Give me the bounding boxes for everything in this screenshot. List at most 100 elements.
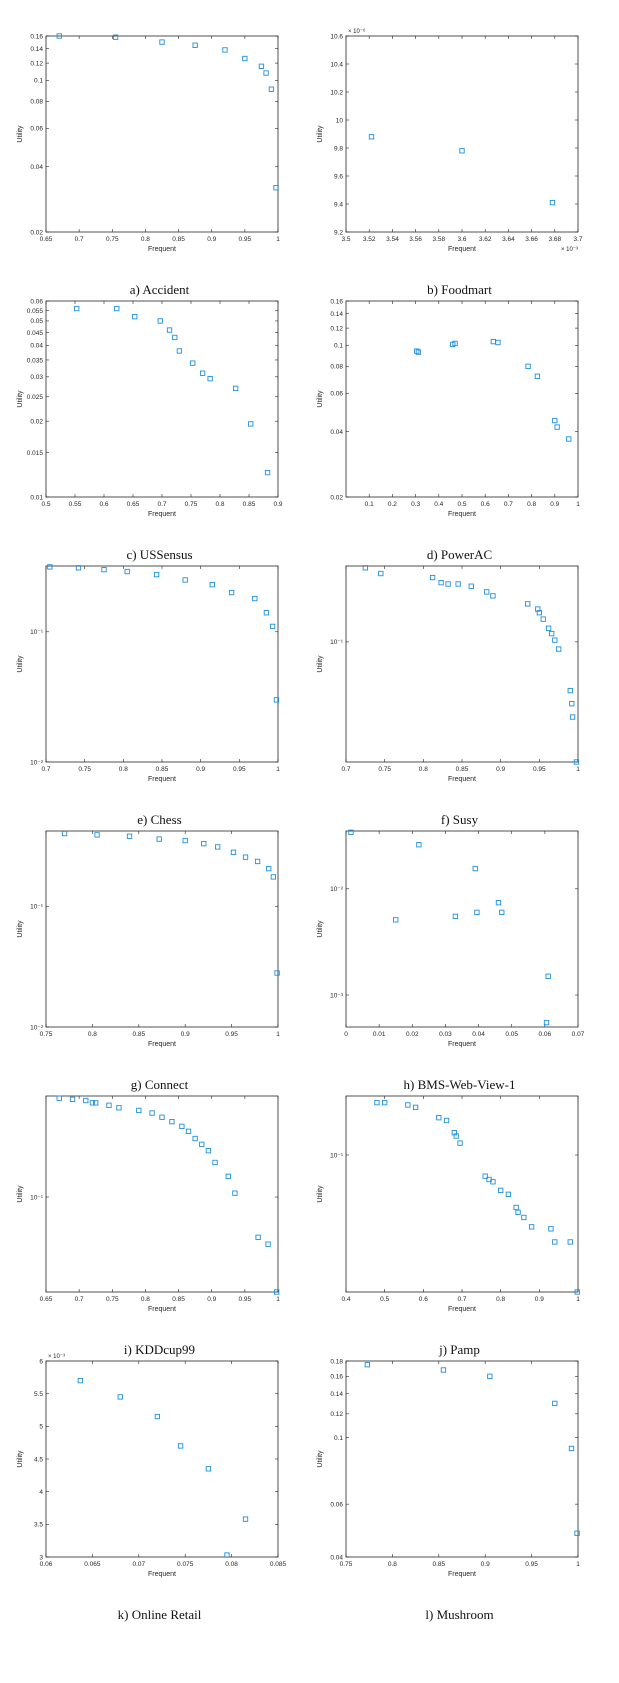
x-axis-label: Frequent xyxy=(148,1041,176,1048)
data-point xyxy=(443,1117,450,1124)
data-point xyxy=(228,589,235,596)
data-point xyxy=(536,610,542,616)
y-tick-label: 0.05 xyxy=(30,318,43,325)
y-tick-label: 10.6 xyxy=(330,33,343,40)
data-point xyxy=(482,1173,488,1179)
data-point xyxy=(499,909,505,916)
data-point xyxy=(545,973,551,979)
y-tick-label: 0.04 xyxy=(330,429,343,436)
data-point xyxy=(452,913,459,920)
data-point xyxy=(75,565,82,571)
data-point xyxy=(154,1413,161,1420)
plot-frame xyxy=(45,565,279,763)
x-tick-label: 0.65 xyxy=(40,236,53,243)
data-point xyxy=(472,865,478,872)
data-point xyxy=(254,858,261,865)
chart-kddcup99: 0.65 0.7 0.75 0.8 0.85 0.9 0.95 1 10⁻¹ Frequent Ut… xyxy=(17,1095,280,1313)
data-point xyxy=(535,606,541,612)
y-tick-label: 3.5 xyxy=(34,1522,43,1529)
data-point xyxy=(89,1100,96,1106)
plot-frame xyxy=(45,1360,279,1558)
data-point xyxy=(169,1119,175,1125)
x-tick-label: 0.75 xyxy=(340,1561,353,1568)
x-tick-label: 0.3 xyxy=(411,501,420,508)
data-point xyxy=(116,1105,122,1111)
data-point xyxy=(132,314,138,320)
y-tick-label: 9.2 xyxy=(334,229,343,236)
data-point xyxy=(182,837,188,844)
y-tick-label: 0.16 xyxy=(330,1374,343,1381)
y-tick-label: 0.04 xyxy=(30,164,43,171)
chart-pamp: 0.4 0.5 0.6 0.7 0.8 0.9 1 10⁻¹ Frequent Utility xyxy=(317,1095,580,1313)
x-tick-label: 0.04 xyxy=(472,1031,485,1038)
data-point xyxy=(415,349,422,355)
data-point xyxy=(378,570,384,577)
y-tick-label: 10⁻² xyxy=(330,886,344,893)
x-axis-label: Frequent xyxy=(148,776,176,783)
chart-foodmart: 3.5 3.52 3.54 3.56 3.58 3.6 3.62 3.64 3.66 3.68 3.… xyxy=(317,28,583,253)
x-tick-label: 3.52 xyxy=(363,236,376,243)
x-tick-label: 0.95 xyxy=(233,766,246,773)
y-tick-label: 0.06 xyxy=(30,126,43,133)
data-point xyxy=(554,424,560,430)
x-tick-label: 0.75 xyxy=(185,501,198,508)
x-tick-label: 0.7 xyxy=(75,1296,84,1303)
data-point xyxy=(543,1019,550,1026)
x-tick-label: 0.7 xyxy=(41,766,50,773)
data-point xyxy=(201,840,207,847)
y-axis-label: Utility xyxy=(317,920,324,938)
data-point xyxy=(273,185,279,191)
data-point xyxy=(69,1096,76,1103)
data-point xyxy=(573,759,580,765)
data-point xyxy=(270,874,277,880)
data-point xyxy=(182,577,188,583)
x-tick-label: 0.4 xyxy=(434,501,443,508)
x-tick-label: 0.65 xyxy=(40,1296,53,1303)
data-point xyxy=(190,360,196,366)
x-tick-label: 1 xyxy=(276,1296,280,1303)
plot-frame xyxy=(345,35,579,233)
y-tick-label: 0.12 xyxy=(330,325,343,332)
x-tick-label: 0.05 xyxy=(505,1031,518,1038)
caption-foodmart: b) Foodmart xyxy=(427,282,492,297)
data-point xyxy=(199,1141,205,1148)
y-axis-label: Utility xyxy=(17,920,24,938)
x-tick-label: 0.95 xyxy=(525,1561,538,1568)
x-tick-label: 3.64 xyxy=(502,236,515,243)
data-point xyxy=(459,148,465,154)
y-axis-label: Utility xyxy=(317,1450,324,1468)
x-tick-label: 1 xyxy=(576,501,580,508)
data-point xyxy=(490,338,496,345)
chart-online-retail: 0.06 0.065 0.07 0.075 0.08 0.085 3 3.5 4 4.5 5 5.5 6… xyxy=(17,1354,287,1578)
y-tick-label: 10.2 xyxy=(330,89,343,96)
y-tick-label: 0.035 xyxy=(27,357,44,364)
data-point xyxy=(498,1187,504,1194)
data-point xyxy=(568,1445,575,1452)
x-tick-label: 0.8 xyxy=(88,1031,97,1038)
data-point xyxy=(242,1516,249,1522)
y-axis-label: Utility xyxy=(317,125,324,143)
x-tick-label: 0.9 xyxy=(196,766,205,773)
x-tick-label: 0.065 xyxy=(84,1561,101,1568)
x-tick-label: 0.5 xyxy=(457,501,466,508)
data-point xyxy=(114,305,120,312)
data-point xyxy=(205,1466,212,1472)
data-point xyxy=(192,42,198,48)
data-point xyxy=(263,70,269,76)
data-point xyxy=(258,63,265,69)
x-tick-label: 0.6 xyxy=(99,501,108,508)
data-point xyxy=(252,595,258,602)
data-point xyxy=(348,829,354,835)
data-point xyxy=(455,581,461,587)
x-tick-label: 0.07 xyxy=(572,1031,585,1038)
y-tick-label: 0.12 xyxy=(330,1411,343,1418)
y-tick-label: 9.4 xyxy=(334,201,343,208)
caption-mushroom: l) Mushroom xyxy=(425,1607,494,1622)
data-point xyxy=(264,469,271,476)
x-tick-label: 0.7 xyxy=(457,1296,466,1303)
chart-powerac: 0.1 0.2 0.3 0.4 0.5 0.6 0.7 0.8 0.9 1 0.02 0.04 0.06… xyxy=(317,298,580,518)
y-tick-label: 10⁻² xyxy=(30,1024,44,1031)
y-tick-label: 4 xyxy=(39,1489,43,1496)
x-tick-label: 0.8 xyxy=(527,501,536,508)
data-point xyxy=(77,1377,83,1384)
